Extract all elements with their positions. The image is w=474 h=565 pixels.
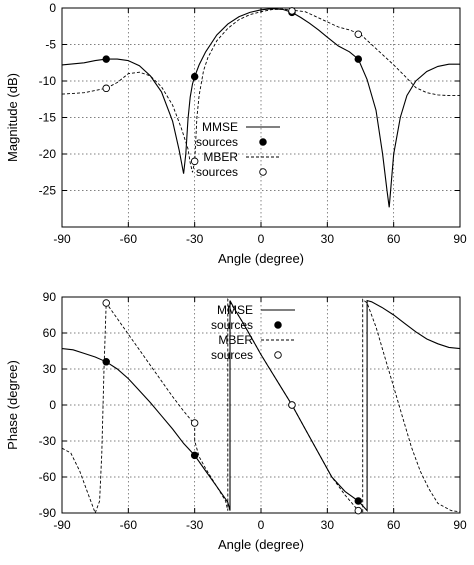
series-line-mmse (62, 8, 460, 208)
legend-label: sources (196, 165, 238, 179)
x-axis-label: Angle (degree) (218, 537, 304, 552)
y-tick-label: -15 (39, 111, 57, 125)
legend-label: MMSE (202, 120, 238, 134)
legend-label: sources (211, 318, 253, 332)
y-tick-label: -30 (39, 434, 57, 448)
legend-swatch-open-circle (274, 351, 282, 359)
x-tick-label: -60 (120, 518, 138, 532)
x-tick-label: -30 (186, 518, 204, 532)
x-tick-label: 0 (258, 232, 265, 246)
source-point-open (288, 401, 296, 409)
x-tick-label: 90 (453, 232, 467, 246)
legend-swatch-open-circle (259, 168, 267, 176)
series-line-mmse (62, 299, 460, 513)
source-point-filled (354, 497, 363, 505)
x-tick-label: 0 (258, 518, 265, 532)
source-point-filled (354, 55, 363, 63)
legend-label: MBER (203, 150, 238, 164)
y-axis-label: Magnitude (dB) (5, 73, 20, 162)
source-point-open (190, 157, 199, 166)
source-point-filled (102, 55, 110, 63)
y-axis-label: Phase (degree) (5, 360, 20, 450)
y-tick-label: -10 (39, 74, 57, 88)
legend-label: MBER (218, 333, 253, 347)
legend-swatch-filled-circle (274, 321, 282, 329)
x-axis-label: Angle (degree) (218, 251, 304, 266)
magnitude-chart: -90 -60 -30 0 30 60 90 0 -5 -10 -15 -20 -25 Angle (de… (5, 1, 467, 266)
x-tick-label: 60 (387, 232, 401, 246)
series-line-mber (62, 8, 460, 173)
y-tick-label: 0 (49, 398, 56, 412)
y-tick-label: -90 (39, 506, 57, 520)
y-tick-label: -60 (39, 470, 57, 484)
source-point-filled (190, 451, 199, 460)
source-point-open (354, 30, 363, 39)
source-point-open (102, 299, 110, 307)
source-point-open (190, 419, 199, 427)
x-tick-label: 30 (321, 232, 335, 246)
legend-label: sources (196, 135, 238, 149)
y-tick-label: 30 (43, 362, 57, 376)
legend-label: sources (211, 348, 253, 362)
y-tick-label: -25 (39, 184, 57, 198)
y-tick-label: 60 (43, 326, 57, 340)
phase-chart: -90 -60 -30 0 30 60 90 90 60 30 0 -30 -60 -90 Angle (d… (5, 290, 467, 552)
y-tick-label: 90 (43, 290, 57, 304)
source-point-open (288, 7, 296, 15)
source-point-open (102, 84, 110, 93)
y-tick-label: 0 (49, 1, 56, 15)
source-point-filled (190, 72, 199, 81)
x-tick-label: -30 (186, 232, 204, 246)
x-tick-label: -90 (53, 232, 71, 246)
x-tick-label: -90 (53, 518, 71, 532)
source-point-open (354, 506, 363, 515)
legend-label: MMSE (217, 303, 253, 317)
y-tick-label: -20 (39, 147, 57, 161)
x-tick-label: 90 (453, 518, 467, 532)
x-tick-label: 60 (387, 518, 401, 532)
legend-swatch-filled-circle (259, 138, 267, 146)
x-tick-label: 30 (321, 518, 335, 532)
x-tick-label: -60 (120, 232, 138, 246)
y-tick-label: -5 (45, 38, 56, 52)
series-line-mber (62, 297, 460, 513)
